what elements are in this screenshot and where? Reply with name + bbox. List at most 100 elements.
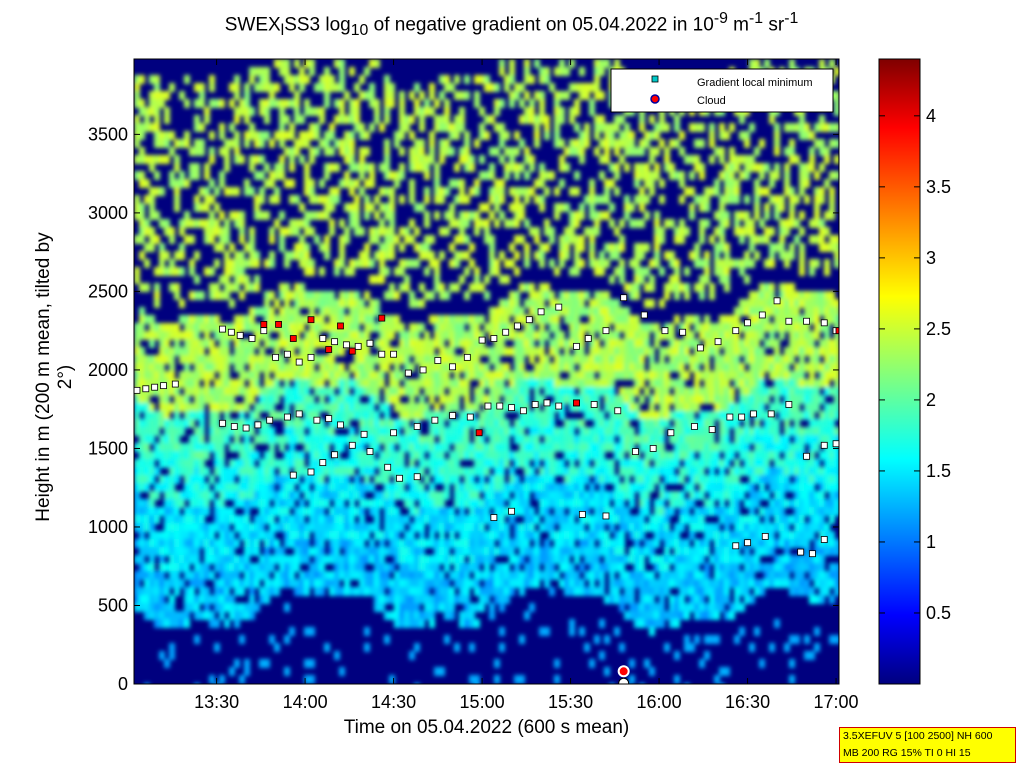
- heatmap-cell: [329, 203, 335, 212]
- heatmap-cell: [659, 371, 665, 380]
- heatmap-cell: [329, 475, 335, 484]
- heatmap-cell: [224, 347, 230, 356]
- heatmap-cell: [169, 259, 175, 268]
- heatmap-cell: [649, 115, 655, 124]
- heatmap-cell: [479, 603, 485, 612]
- heatmap-cell: [659, 515, 665, 524]
- heatmap-cell: [584, 435, 590, 444]
- heatmap-cell: [394, 491, 400, 500]
- heatmap-cell: [349, 507, 355, 516]
- heatmap-cell: [254, 331, 260, 340]
- heatmap-cell: [594, 635, 600, 644]
- heatmap-cell: [629, 219, 635, 228]
- heatmap-cell: [194, 499, 200, 508]
- heatmap-cell: [214, 499, 220, 508]
- heatmap-cell: [219, 611, 225, 620]
- heatmap-cell: [364, 355, 370, 364]
- heatmap-cell: [479, 123, 485, 132]
- heatmap-cell: [594, 395, 600, 404]
- heatmap-cell: [274, 99, 280, 108]
- heatmap-cell: [314, 443, 320, 452]
- heatmap-cell: [414, 491, 420, 500]
- heatmap-cell: [359, 507, 365, 516]
- heatmap-cell: [684, 443, 690, 452]
- heatmap-cell: [679, 427, 685, 436]
- heatmap-cell: [359, 307, 365, 316]
- heatmap-cell: [444, 355, 450, 364]
- heatmap-cell: [309, 443, 315, 452]
- heatmap-cell: [444, 611, 450, 620]
- heatmap-cell: [289, 315, 295, 324]
- heatmap-cell: [289, 451, 295, 460]
- heatmap-cell: [299, 203, 305, 212]
- heatmap-cell: [584, 123, 590, 132]
- heatmap-cell: [199, 483, 205, 492]
- heatmap-cell: [614, 531, 620, 540]
- heatmap-cell: [674, 499, 680, 508]
- heatmap-cell: [404, 411, 410, 420]
- heatmap-cell: [464, 499, 470, 508]
- heatmap-cell: [694, 283, 700, 292]
- heatmap-cell: [189, 507, 195, 516]
- heatmap-cell: [619, 531, 625, 540]
- heatmap-cell: [554, 323, 560, 332]
- heatmap-cell: [489, 579, 495, 588]
- heatmap-cell: [674, 619, 680, 628]
- heatmap-cell: [299, 515, 305, 524]
- heatmap-cell: [279, 579, 285, 588]
- heatmap-cell: [389, 379, 395, 388]
- heatmap-cell: [669, 459, 675, 468]
- heatmap-cell: [334, 443, 340, 452]
- heatmap-cell: [394, 539, 400, 548]
- heatmap-cell: [559, 395, 565, 404]
- heatmap-cell: [304, 443, 310, 452]
- heatmap-cell: [509, 451, 515, 460]
- heatmap-cell: [549, 587, 555, 596]
- heatmap-cell: [484, 499, 490, 508]
- heatmap-cell: [169, 131, 175, 140]
- heatmap-cell: [459, 339, 465, 348]
- heatmap-cell: [269, 507, 275, 516]
- heatmap-cell: [439, 547, 445, 556]
- heatmap-cell: [259, 403, 265, 412]
- heatmap-cell: [164, 347, 170, 356]
- heatmap-cell: [229, 299, 235, 308]
- heatmap-cell: [634, 603, 640, 612]
- heatmap-cell: [629, 131, 635, 140]
- heatmap-cell: [354, 307, 360, 316]
- heatmap-cell: [334, 403, 340, 412]
- heatmap-cell: [609, 387, 615, 396]
- heatmap-cell: [649, 619, 655, 628]
- heatmap-cell: [409, 131, 415, 140]
- heatmap-cell: [424, 507, 430, 516]
- heatmap-cell: [159, 459, 165, 468]
- heatmap-cell: [224, 139, 230, 148]
- heatmap-cell: [354, 523, 360, 532]
- heatmap-cell: [214, 395, 220, 404]
- heatmap-cell: [324, 435, 330, 444]
- heatmap-cell: [494, 523, 500, 532]
- heatmap-cell: [494, 267, 500, 276]
- heatmap-cell: [559, 547, 565, 556]
- heatmap-cell: [624, 283, 630, 292]
- heatmap-cell: [409, 619, 415, 628]
- heatmap-cell: [219, 131, 225, 140]
- heatmap-cell: [304, 395, 310, 404]
- heatmap-cell: [479, 315, 485, 324]
- heatmap-cell: [379, 579, 385, 588]
- heatmap-cell: [444, 227, 450, 236]
- heatmap-cell: [139, 379, 145, 388]
- heatmap-cell: [384, 611, 390, 620]
- heatmap-cell: [664, 419, 670, 428]
- heatmap-cell: [224, 323, 230, 332]
- heatmap-cell: [269, 259, 275, 268]
- heatmap-cell: [624, 611, 630, 620]
- heatmap-cell: [619, 571, 625, 580]
- heatmap-cell: [379, 459, 385, 468]
- heatmap-cell: [614, 339, 620, 348]
- heatmap-cell: [424, 107, 430, 116]
- heatmap-cell: [459, 467, 465, 476]
- heatmap-cell: [289, 395, 295, 404]
- heatmap-cell: [624, 443, 630, 452]
- heatmap-cell: [579, 427, 585, 436]
